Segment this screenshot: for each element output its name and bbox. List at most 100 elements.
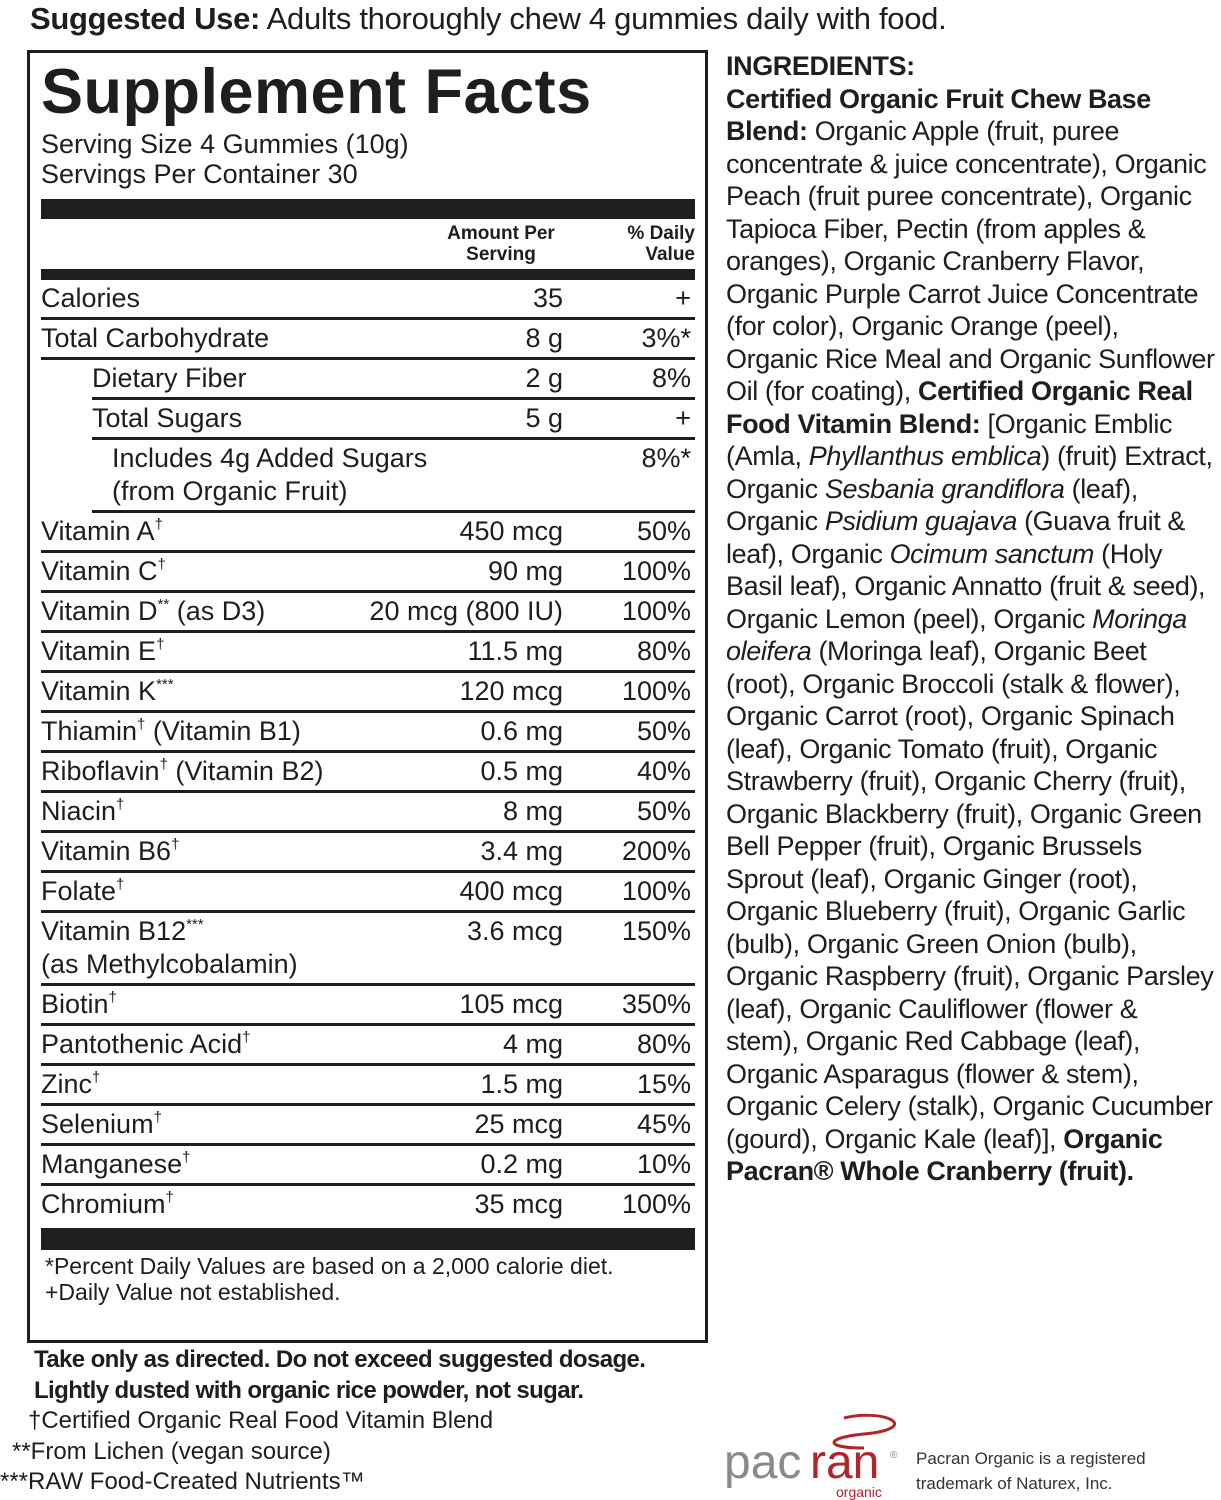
nutrient-daily-value: 350% (621, 989, 691, 1019)
nutrient-daily-value: 150% (621, 916, 691, 946)
suggested-use-text: Adults thoroughly chew 4 gummies daily w… (260, 1, 947, 36)
note-double-star: **From Lichen (vegan source) (12, 1437, 331, 1465)
logo-sub: organic (836, 1484, 882, 1500)
nutrient-amount: 2 g (525, 363, 563, 393)
nutrient-footnote-mark: † (156, 636, 165, 653)
nutrient-name: Vitamin K*** (41, 676, 174, 706)
trademark-line: trademark of Naturex, Inc. (916, 1474, 1113, 1493)
divider-bar (41, 269, 695, 280)
ingredient-segment: Organic Pacran® Whole Cranberry (fruit). (726, 1123, 1163, 1187)
servings-per-container: Servings Per Container 30 (41, 159, 358, 189)
nutrient-row: Vitamin E† 11.5 mg 80% (41, 633, 695, 673)
notes: Take only as directed. Do not exceed sug… (0, 1345, 716, 1498)
note-triple-star: ***RAW Food-Created Nutrients™ (0, 1468, 365, 1495)
nutrient-amount: 3.4 mg (480, 836, 563, 866)
nutrient-row: Dietary Fiber 2 g 8% (92, 360, 695, 400)
nutrient-amount: 3.6 mcg (466, 916, 563, 946)
nutrient-name: Thiamin† (Vitamin B1) (41, 716, 301, 746)
nutrient-amount: 8 g (525, 323, 563, 353)
nutrient-daily-value: 100% (621, 556, 691, 586)
nutrient-subtext: (from Organic Fruit) (112, 476, 348, 506)
nutrient-daily-value: 80% (636, 1029, 691, 1059)
nutrient-amount: 0.2 mg (480, 1149, 563, 1179)
nutrient-footnote-mark: *** (186, 916, 204, 933)
nutrient-row: Selenium† 25 mcg 45% (41, 1106, 695, 1146)
nutrient-row: Manganese† 0.2 mg 10% (41, 1146, 695, 1186)
suggested-use: Suggested Use: Adults thoroughly chew 4 … (30, 0, 947, 38)
warning-directions: Take only as directed. Do not exceed sug… (34, 1346, 646, 1373)
panel-title: Supplement Facts (41, 57, 592, 127)
ingredients-text: INGREDIENTS: Certified Organic Fruit Chew… (726, 50, 1216, 1188)
nutrient-row: Thiamin† (Vitamin B1) 0.6 mg 50% (41, 713, 695, 753)
nutrient-name: Calories (41, 283, 141, 313)
nutrient-daily-value: 3%* (641, 323, 691, 353)
nutrient-name: Total Sugars (92, 403, 243, 433)
nutrient-daily-value: 40% (636, 756, 691, 786)
nutrient-row: Niacin† 8 mg 50% (41, 793, 695, 833)
nutrient-row: Vitamin K*** 120 mcg 100% (41, 673, 695, 713)
nutrient-name: Vitamin D** (as D3) (41, 596, 266, 626)
nutrient-row: Biotin† 105 mcg 350% (41, 986, 695, 1026)
ingredient-segment: Ocimum sanctum (889, 538, 1095, 569)
nutrient-name: Niacin† (41, 796, 125, 826)
column-header: Amount Per Serving % Daily Value (41, 219, 695, 269)
nutrient-daily-value: 100% (621, 1189, 691, 1219)
nutrient-row: Chromium† 35 mcg 100% (41, 1186, 695, 1226)
serving-size: Serving Size 4 Gummies (10g) (41, 129, 409, 159)
nutrient-row: Calories 35 + (41, 280, 695, 320)
header-amount: Amount Per Serving (447, 223, 555, 265)
nutrient-amount: 35 (532, 283, 563, 313)
footnote-daily-values: *Percent Daily Values are based on a 2,0… (45, 1253, 614, 1279)
nutrient-footnote-mark: † (153, 1109, 162, 1126)
nutrient-row: Total Sugars 5 g + (92, 400, 695, 440)
nutrient-amount: 400 mcg (459, 876, 563, 906)
nutrient-footnote-mark: † (116, 876, 125, 893)
nutrient-footnote-mark: † (182, 1149, 191, 1166)
nutrient-row: Vitamin C† 90 mg 100% (41, 553, 695, 593)
warning-dusting: Lightly dusted with organic rice powder,… (34, 1376, 584, 1404)
nutrient-name: Total Carbohydrate (41, 323, 270, 353)
nutrient-amount: 25 mcg (474, 1109, 563, 1139)
nutrient-daily-value: 8% (651, 363, 691, 393)
nutrient-amount: 1.5 mg (480, 1069, 563, 1099)
nutrient-row: Riboflavin† (Vitamin B2) 0.5 mg 40% (41, 753, 695, 793)
nutrient-amount: 0.5 mg (480, 756, 563, 786)
suggested-use-label: Suggested Use: (30, 1, 261, 36)
ingredient-segment: ) (fruit) Extract, Organic (726, 441, 1213, 504)
nutrient-amount: 450 mcg (459, 516, 563, 546)
nutrient-daily-value: 80% (636, 636, 691, 666)
ingredient-segment: Certified Organic Real Food Vitamin Blen… (726, 376, 1193, 439)
ingredients-heading: INGREDIENTS: (726, 51, 915, 81)
logo-swoosh (832, 1413, 897, 1450)
ingredient-segment: Phyllanthus emblica (808, 441, 1042, 471)
ingredient-segment: Sesbania grandiflora (824, 473, 1065, 504)
nutrient-amount: 4 mg (502, 1029, 563, 1059)
nutrient-amount: 90 mg (487, 556, 563, 586)
nutrient-amount: 105 mcg (459, 989, 563, 1019)
nutrient-daily-value: 200% (621, 836, 691, 866)
nutrient-row: Vitamin D** (as D3) 20 mcg (800 IU) 100% (41, 593, 695, 633)
trademark-line: Pacran Organic is a registered (916, 1449, 1146, 1468)
nutrient-row: Folate† 400 mcg 100% (41, 873, 695, 913)
nutrient-name: Biotin† (41, 989, 117, 1019)
logo-word-pac: pac (724, 1436, 801, 1489)
nutrient-name: Vitamin A† (41, 516, 163, 546)
nutrient-daily-value: + (675, 403, 691, 433)
nutrient-name: Selenium† (41, 1109, 162, 1139)
ingredient-segment: [Organic Emblic (Amla, (726, 408, 1173, 472)
nutrient-daily-value: 50% (636, 796, 691, 826)
note-dagger: †Certified Organic Real Food Vitamin Ble… (28, 1407, 494, 1434)
nutrient-name: Vitamin B12*** (41, 916, 204, 946)
supplement-facts-panel: Supplement Facts Serving Size 4 Gummies … (27, 50, 708, 1343)
ingredient-segment: Moringa oleifera (726, 603, 1187, 667)
nutrient-row: Vitamin B6† 3.4 mg 200% (41, 833, 695, 873)
nutrient-name: Pantothenic Acid† (41, 1029, 251, 1059)
nutrient-daily-value: 10% (636, 1149, 691, 1179)
pacran-logo: pac ran ® organic (724, 1413, 898, 1500)
nutrient-footnote-mark: † (157, 556, 166, 573)
nutrient-daily-value: 45% (636, 1109, 691, 1139)
divider-bar (41, 1228, 695, 1250)
nutrient-row: Pantothenic Acid† 4 mg 80% (41, 1026, 695, 1066)
ingredient-segment: Psidium guajava (824, 506, 1018, 536)
nutrient-name: Manganese† (41, 1149, 191, 1179)
